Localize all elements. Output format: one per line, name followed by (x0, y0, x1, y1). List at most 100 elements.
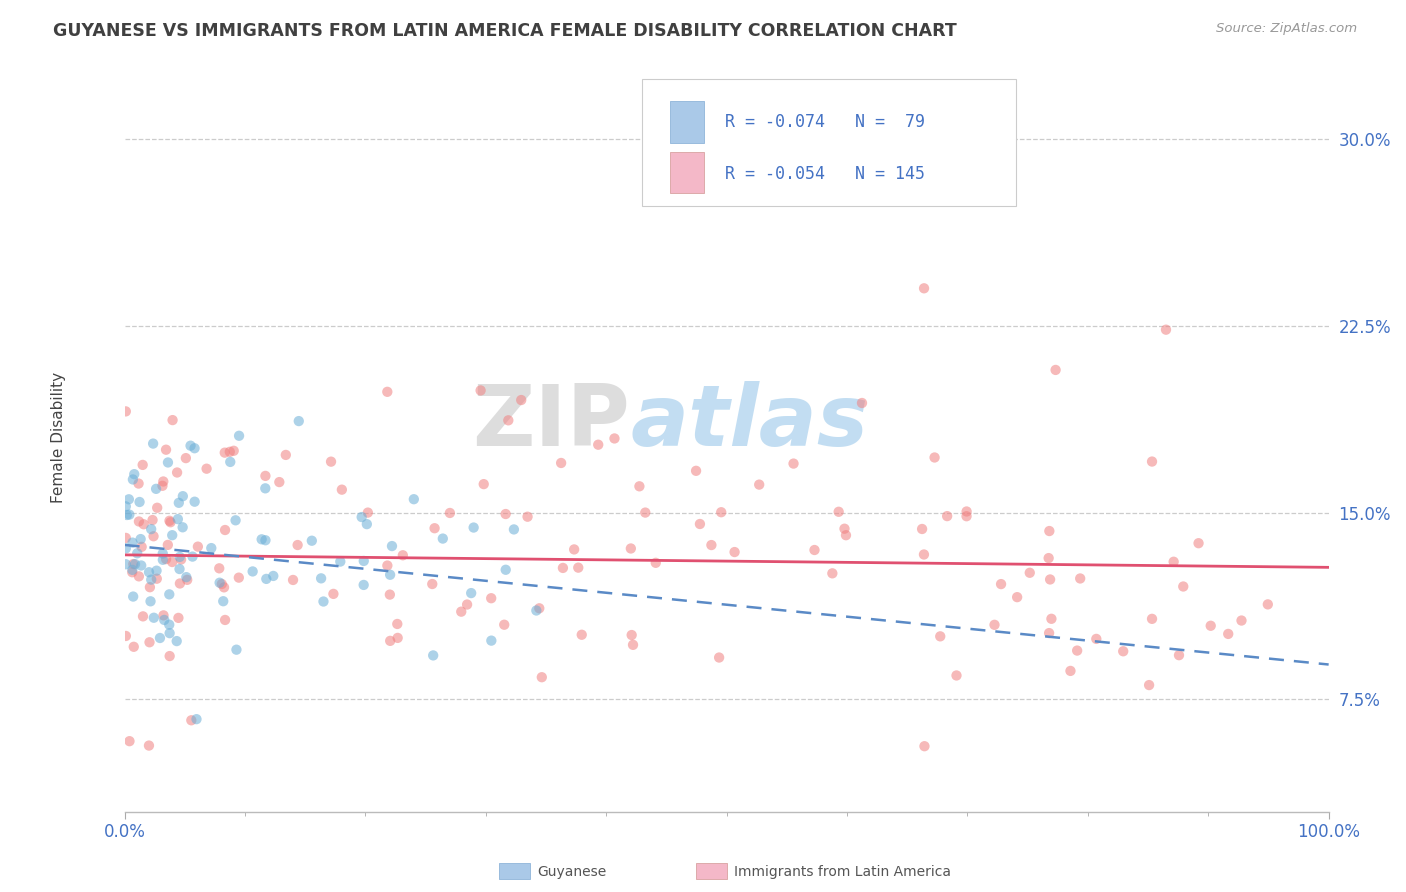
Point (187, 540, 209, 554)
Point (146, 572, 169, 586)
Point (186, 712, 208, 726)
Point (479, 633, 502, 648)
Point (685, 464, 707, 478)
Point (142, 529, 165, 543)
Point (138, 635, 160, 649)
Point (200, 541, 222, 555)
Text: atlas: atlas (630, 382, 869, 465)
Point (225, 513, 247, 527)
Point (167, 512, 190, 526)
Point (269, 475, 291, 489)
Point (167, 611, 190, 625)
Point (378, 588, 401, 602)
Point (912, 281, 935, 295)
Point (1018, 566, 1040, 580)
Point (180, 713, 202, 727)
Point (132, 517, 155, 532)
Point (955, 504, 977, 518)
Point (911, 522, 934, 536)
Point (153, 613, 176, 627)
Point (912, 548, 935, 562)
Point (159, 514, 181, 528)
Point (132, 609, 155, 624)
Point (160, 555, 183, 569)
Text: R = -0.074   N =  79: R = -0.074 N = 79 (725, 112, 925, 130)
Point (707, 650, 730, 665)
Point (169, 576, 191, 591)
Point (156, 455, 179, 469)
Point (319, 455, 342, 469)
Point (174, 451, 197, 466)
Point (114, 500, 136, 514)
Point (183, 442, 205, 456)
Point (1230, 614, 1253, 628)
Point (218, 445, 240, 459)
Point (156, 538, 179, 552)
Point (1137, 678, 1160, 692)
Point (170, 552, 193, 566)
Point (1257, 598, 1279, 612)
Point (176, 573, 198, 587)
Point (208, 561, 231, 575)
Point (128, 495, 150, 509)
Point (208, 575, 231, 590)
Point (329, 555, 352, 569)
Point (155, 552, 177, 566)
Point (562, 542, 585, 557)
Text: Source: ZipAtlas.com: Source: ZipAtlas.com (1216, 22, 1357, 36)
Point (157, 617, 180, 632)
Point (983, 617, 1005, 632)
Point (603, 432, 626, 446)
Point (567, 560, 589, 574)
Point (152, 475, 174, 489)
Point (254, 533, 277, 548)
Point (131, 540, 153, 554)
Point (167, 496, 190, 510)
Point (914, 739, 936, 754)
Point (834, 522, 856, 536)
Point (152, 608, 174, 623)
Point (439, 506, 461, 520)
Point (121, 563, 143, 577)
Point (118, 734, 141, 748)
Point (141, 573, 163, 587)
Point (181, 549, 204, 564)
Point (1069, 572, 1091, 586)
Point (157, 587, 180, 601)
Point (122, 473, 145, 487)
Point (142, 436, 165, 450)
Point (149, 631, 172, 645)
Point (129, 558, 152, 573)
Point (700, 538, 723, 552)
Point (748, 477, 770, 491)
Point (160, 528, 183, 542)
Point (301, 533, 323, 548)
Point (118, 492, 141, 507)
Point (281, 573, 304, 587)
Point (128, 515, 150, 529)
Point (139, 580, 162, 594)
Point (250, 533, 273, 547)
Point (225, 642, 247, 657)
Point (378, 567, 401, 582)
Point (169, 549, 191, 564)
Point (312, 594, 335, 608)
Point (620, 628, 643, 642)
Point (214, 523, 236, 537)
Point (195, 461, 218, 475)
Point (387, 617, 409, 632)
Point (621, 638, 644, 652)
Point (183, 494, 205, 508)
Point (851, 396, 873, 410)
Point (494, 617, 516, 632)
Point (503, 523, 526, 537)
Point (689, 516, 711, 531)
Point (1045, 363, 1067, 377)
Point (634, 506, 657, 520)
Point (166, 466, 188, 480)
Point (172, 489, 194, 503)
Point (138, 565, 160, 579)
Point (180, 439, 202, 453)
Point (1140, 612, 1163, 626)
Point (1040, 612, 1063, 626)
